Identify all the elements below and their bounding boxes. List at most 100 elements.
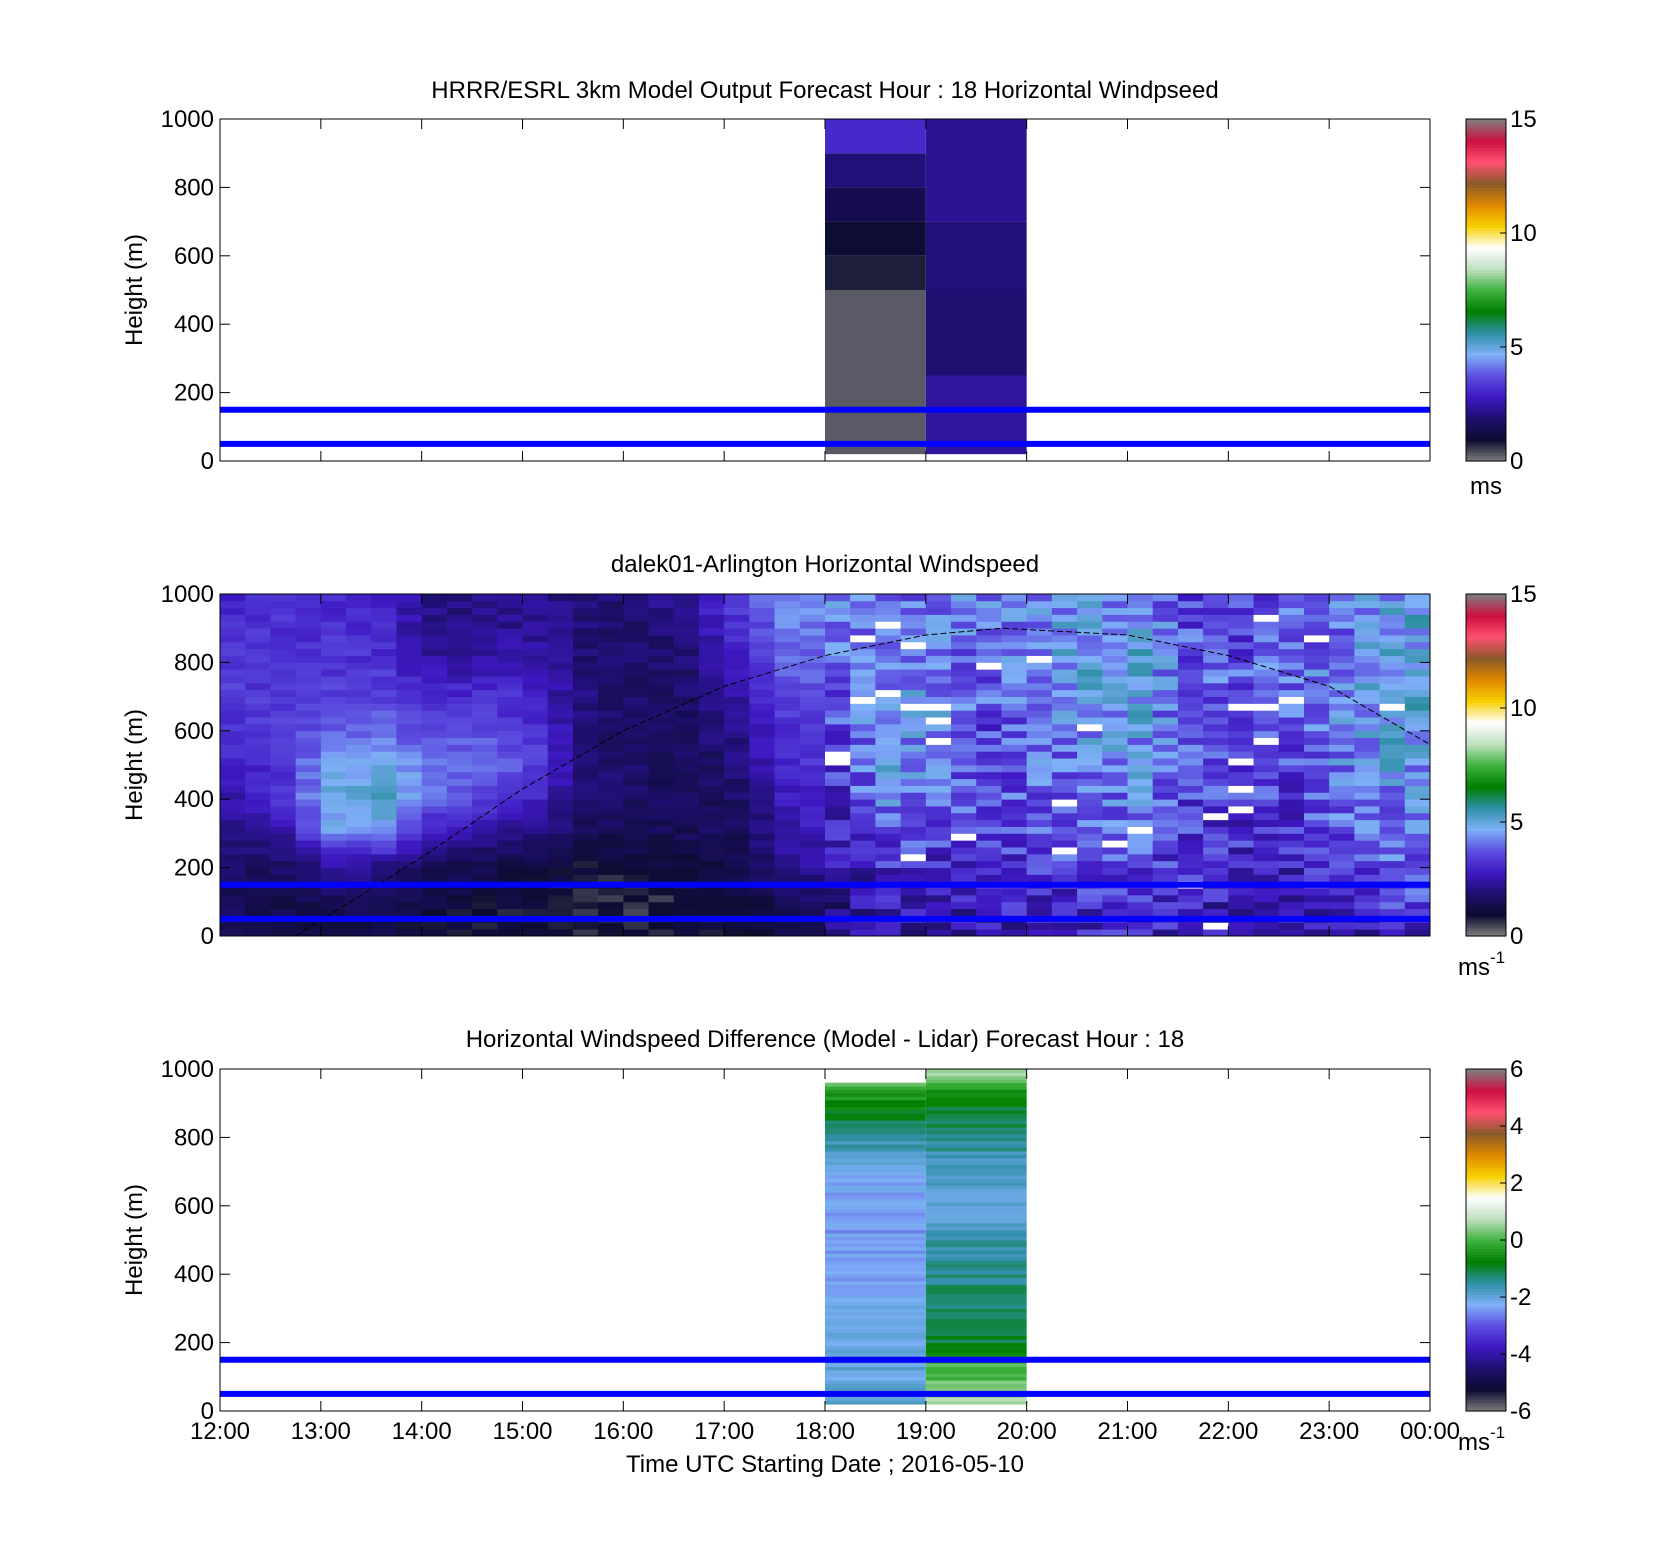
- heatmap-cell: [572, 819, 599, 827]
- colorbar-segment: [1466, 759, 1506, 763]
- heatmap-cell: [1228, 600, 1254, 609]
- heatmap-cell: [572, 703, 599, 711]
- heatmap-cell: [850, 867, 876, 875]
- heatmap-cell: [371, 901, 397, 910]
- heatmap-cell: [825, 682, 851, 691]
- heatmap-cell: [951, 840, 977, 848]
- heatmap-cell: [446, 826, 473, 834]
- heatmap-cell: [1303, 703, 1330, 711]
- heatmap-cell: [245, 710, 271, 718]
- colorbar-segment: [1466, 642, 1506, 646]
- colorbar-segment: [1466, 1334, 1506, 1338]
- heatmap-cell: [1127, 929, 1154, 936]
- heatmap-cell: [1329, 833, 1355, 841]
- heatmap-cell: [572, 853, 599, 862]
- heatmap-cell: [749, 888, 775, 896]
- heatmap-cell: [850, 635, 876, 643]
- heatmap-cell: [472, 628, 498, 636]
- heatmap-cell: [825, 1205, 926, 1210]
- heatmap-cell: [1203, 778, 1229, 786]
- heatmap-cell: [925, 1363, 1027, 1367]
- heatmap-cell: [1127, 888, 1154, 896]
- heatmap-cell: [875, 594, 902, 602]
- heatmap-cell: [1303, 696, 1330, 704]
- colorbar-segment: [1466, 793, 1506, 797]
- heatmap-cell: [698, 894, 725, 903]
- heatmap-cell: [598, 867, 624, 875]
- heatmap-cell: [951, 710, 977, 718]
- heatmap-cell: [1278, 901, 1305, 910]
- heatmap-cell: [976, 833, 1002, 841]
- heatmap-cell: [951, 888, 977, 896]
- heatmap-cell: [1303, 847, 1330, 855]
- colorbar-tick-label: -4: [1510, 1341, 1531, 1368]
- heatmap-cell: [623, 894, 649, 903]
- heatmap-cell: [698, 847, 725, 855]
- heatmap-cell: [1177, 730, 1204, 739]
- heatmap-cell: [1203, 771, 1229, 780]
- heatmap-cell: [825, 696, 851, 704]
- colorbar-segment: [1466, 341, 1506, 345]
- heatmap-cell: [623, 600, 649, 609]
- heatmap-cell: [446, 792, 473, 800]
- heatmap-cell: [1077, 703, 1103, 711]
- heatmap-cell: [774, 929, 801, 936]
- heatmap-cell: [1051, 621, 1078, 629]
- heatmap-cell: [446, 840, 473, 848]
- heatmap-cell: [925, 635, 952, 643]
- heatmap-cell: [1354, 812, 1380, 821]
- heatmap-cell: [1026, 867, 1053, 875]
- colorbar-segment: [1466, 844, 1506, 849]
- heatmap-cell: [396, 867, 423, 875]
- colorbar-segment: [1466, 315, 1506, 320]
- colorbar-segment: [1466, 452, 1506, 456]
- panel-difference: Horizontal Windspeed Difference (Model -…: [121, 1026, 1531, 1456]
- heatmap-cell: [925, 1192, 1027, 1196]
- colorbar-segment: [1466, 736, 1506, 740]
- colorbar-segment: [1466, 1388, 1506, 1392]
- heatmap-cell: [346, 655, 372, 663]
- heatmap-cell: [673, 655, 700, 663]
- heatmap-cell: [648, 799, 675, 807]
- heatmap-cell: [774, 901, 801, 910]
- heatmap-cell: [1127, 853, 1154, 862]
- heatmap-cell: [799, 778, 826, 786]
- colorbar-segment: [1466, 287, 1506, 291]
- heatmap-cell: [825, 1270, 926, 1275]
- heatmap-cell: [446, 655, 473, 663]
- heatmap-cell: [825, 1400, 926, 1405]
- colorbar-segment: [1466, 631, 1506, 635]
- heatmap-cell: [346, 888, 372, 896]
- heatmap-cell: [1278, 635, 1305, 643]
- colorbar-segment: [1466, 335, 1506, 340]
- heatmap-cell: [270, 751, 297, 759]
- heatmap-cell: [1303, 806, 1330, 814]
- heatmap-cell: [825, 1171, 926, 1176]
- heatmap-cell: [799, 621, 826, 629]
- heatmap-cell: [925, 1075, 1027, 1080]
- y-tick-label: 200: [174, 855, 214, 882]
- colorbar-segment: [1466, 178, 1506, 183]
- heatmap-cell: [1228, 867, 1254, 875]
- heatmap-cell: [951, 758, 977, 766]
- heatmap-cell: [1329, 894, 1355, 903]
- heatmap-cell: [421, 799, 448, 807]
- heatmap-cell: [724, 703, 750, 711]
- colorbar-segment: [1466, 375, 1506, 379]
- colorbar-segment: [1466, 913, 1506, 917]
- heatmap-cell: [270, 676, 297, 684]
- heatmap-cell: [522, 874, 549, 882]
- heatmap-cell: [245, 717, 271, 725]
- heatmap-cell: [799, 710, 826, 718]
- heatmap-cell: [825, 221, 926, 256]
- heatmap-cell: [925, 628, 952, 636]
- heatmap-cell: [320, 840, 347, 848]
- heatmap-cell: [799, 600, 826, 609]
- colorbar-segment: [1466, 281, 1506, 285]
- heatmap-cell: [396, 758, 423, 766]
- heatmap-cell: [925, 1400, 1027, 1405]
- heatmap-cell: [1026, 635, 1053, 643]
- y-axis-label: Height (m): [121, 1184, 148, 1296]
- heatmap-cell: [976, 696, 1002, 704]
- heatmap-cell: [825, 1308, 926, 1313]
